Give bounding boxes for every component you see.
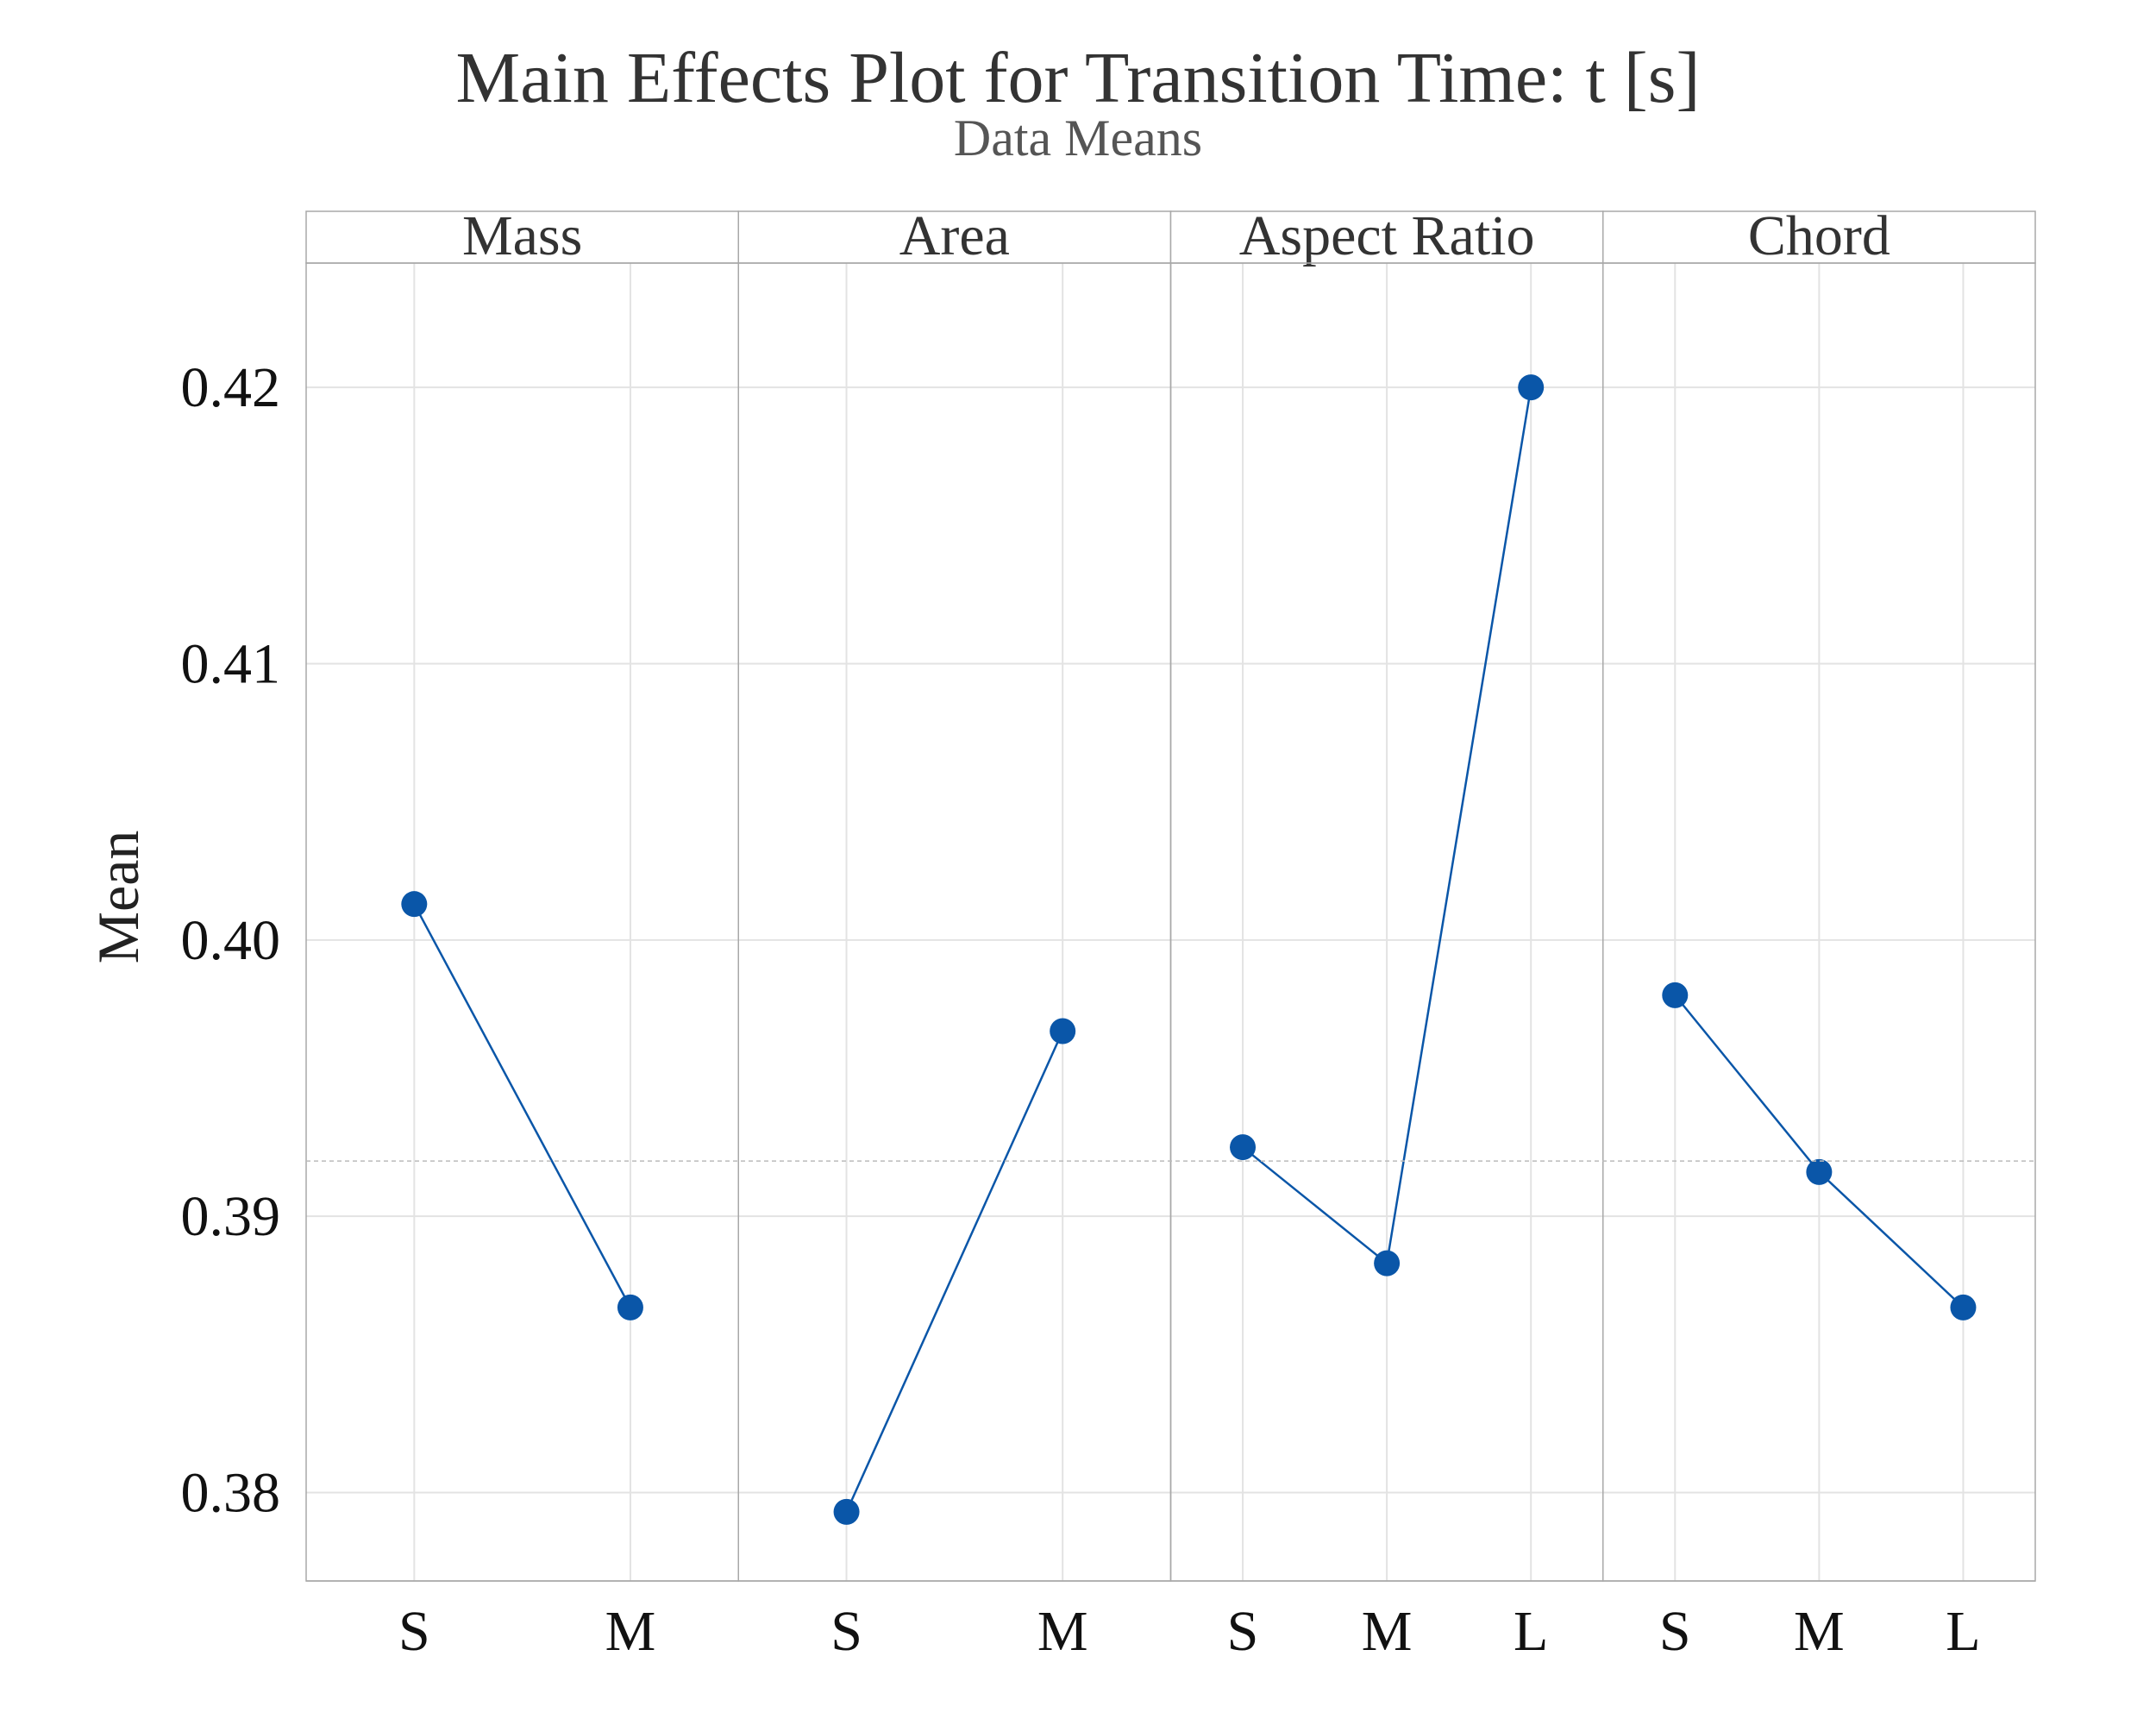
data-point	[617, 1294, 643, 1320]
plot-area: 0.38 0.39 0.40 0.41 0.42 Mass S M Area S M Aspect R…	[181, 204, 2036, 1663]
x-tick-label: L	[1946, 1600, 1980, 1663]
data-point	[833, 1498, 860, 1525]
x-tick-label: L	[1514, 1600, 1548, 1663]
x-tick-label: S	[1227, 1600, 1259, 1663]
y-tick-label: 0.42	[181, 356, 281, 419]
x-tick-label: S	[830, 1600, 862, 1663]
x-tick-label: M	[1037, 1600, 1088, 1663]
facet-label-aspect-ratio: Aspect Ratio	[1239, 204, 1535, 267]
chart-subtitle: Data Means	[954, 110, 1202, 166]
facet-panel	[305, 262, 739, 1582]
x-tick-label: S	[398, 1600, 430, 1663]
y-tick-label: 0.39	[181, 1185, 281, 1248]
facet-label-chord: Chord	[1748, 204, 1890, 267]
data-point	[401, 891, 428, 918]
facet-panel	[737, 262, 1172, 1582]
series-line	[413, 903, 632, 1308]
data-point	[1230, 1134, 1257, 1161]
facet-strip	[1169, 210, 1604, 264]
chart-title: Main Effects Plot for Transition Time: t…	[456, 38, 1701, 118]
facet-label-mass: Mass	[462, 204, 582, 267]
y-tick-label: 0.38	[181, 1461, 281, 1524]
y-tick-label: 0.40	[181, 909, 281, 972]
x-tick-label: M	[605, 1600, 656, 1663]
facet-label-area: Area	[899, 204, 1010, 267]
x-tick-label: S	[1659, 1600, 1691, 1663]
y-tick-label: 0.41	[181, 632, 281, 695]
data-point	[1518, 374, 1545, 401]
data-point	[1806, 1158, 1833, 1185]
y-axis-title: Mean	[85, 831, 151, 964]
data-point	[1950, 1294, 1977, 1320]
x-tick-label: M	[1362, 1600, 1413, 1663]
facet-strip	[1602, 210, 2036, 264]
x-tick-label: M	[1794, 1600, 1845, 1663]
data-point	[1662, 982, 1689, 1008]
data-point	[1374, 1250, 1401, 1276]
series-line	[845, 1031, 1064, 1513]
data-point	[1050, 1018, 1076, 1044]
